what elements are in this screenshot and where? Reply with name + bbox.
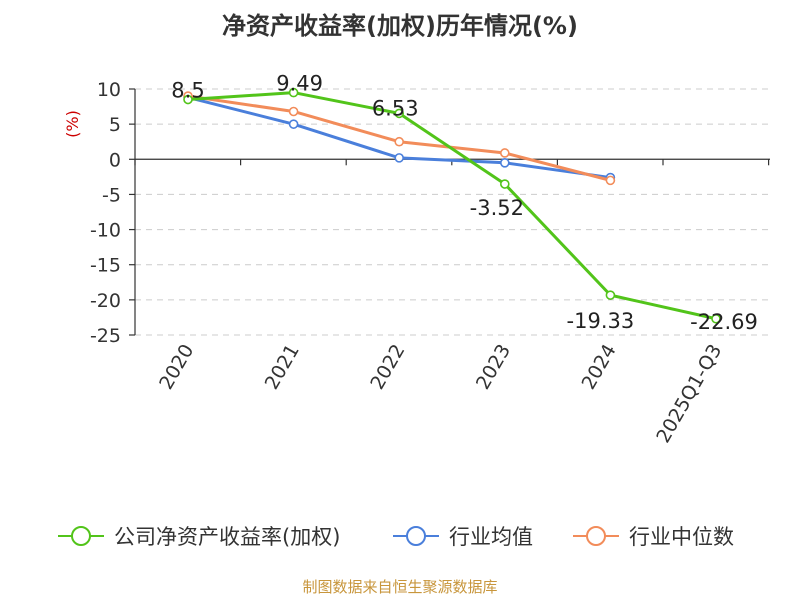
x-tick-label: 2025Q1-Q3 (652, 341, 726, 447)
data-point[interactable] (394, 153, 405, 163)
data-label: -3.52 (470, 196, 524, 220)
legend-marker (71, 526, 91, 546)
y-axis-label: (%) (63, 110, 82, 138)
data-point[interactable] (288, 87, 299, 98)
x-tick-label: 2021 (261, 341, 304, 394)
legend-label[interactable]: 行业均值 (449, 525, 533, 549)
y-tick-label: 10 (97, 79, 121, 101)
legend-marker (586, 526, 606, 546)
y-tick-label: -5 (102, 184, 121, 206)
y-tick-label: -10 (90, 220, 121, 242)
source-note: 制图数据来自恒生聚源数据库 (302, 578, 497, 596)
chart-title: 净资产收益率(加权)历年情况(%) (222, 12, 578, 40)
data-point[interactable] (394, 108, 405, 119)
legend-marker (406, 526, 426, 546)
data-point[interactable] (394, 136, 405, 147)
x-tick-label: 2022 (366, 341, 409, 394)
y-tick-label: -15 (90, 255, 121, 277)
data-point[interactable] (183, 94, 193, 105)
data-label: -19.33 (567, 309, 635, 333)
data-point[interactable] (605, 175, 616, 186)
data-point[interactable] (605, 290, 616, 300)
x-tick-label: 2020 (155, 341, 198, 394)
legend-label[interactable]: 公司净资产收益率(加权) (114, 525, 340, 549)
legend-label[interactable]: 行业中位数 (629, 525, 734, 549)
data-label: 8.5 (171, 79, 204, 103)
y-tick-label: -20 (90, 290, 121, 312)
data-point[interactable] (288, 106, 299, 117)
data-point[interactable] (711, 313, 721, 324)
data-point[interactable] (499, 179, 510, 189)
series-line (187, 91, 717, 321)
grid (135, 88, 770, 336)
y-tick-label: 5 (109, 114, 121, 136)
data-point[interactable] (499, 148, 510, 158)
data-point[interactable] (288, 119, 299, 129)
legend[interactable]: 公司净资产收益率(加权) 行业均值 行业中位数 (58, 525, 734, 549)
x-tick-label: 2023 (472, 341, 515, 394)
data-label: 6.53 (372, 96, 419, 120)
series (183, 87, 721, 324)
x-tick-label: 2024 (577, 341, 620, 394)
data-labels: 8.5 9.49 6.53 -3.52 -19.33 -22.69 (171, 72, 758, 334)
data-label: 9.49 (276, 72, 323, 96)
data-point[interactable] (499, 158, 510, 168)
data-label: -22.69 (690, 310, 758, 334)
y-tick-label: 0 (109, 149, 121, 171)
y-tick-label: -25 (90, 325, 121, 347)
